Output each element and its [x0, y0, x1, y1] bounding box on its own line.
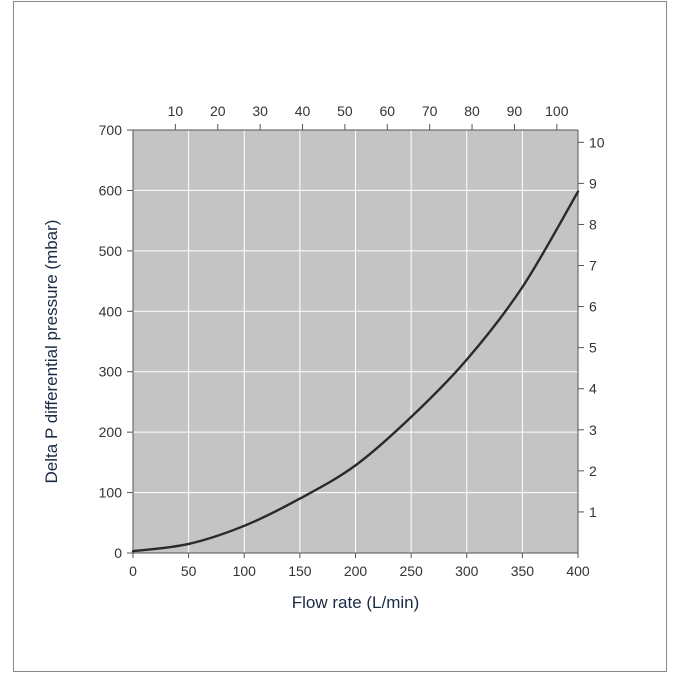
top-axis-tick-label: 70: [422, 103, 438, 119]
right-axis-tick-label: 2: [589, 463, 597, 479]
top-axis-tick-label: 90: [507, 103, 523, 119]
top-axis-tick-label: 80: [464, 103, 480, 119]
top-axis-tick-label: 50: [337, 103, 353, 119]
top-axis-tick-label: 60: [379, 103, 395, 119]
y-tick-label: 700: [99, 122, 123, 138]
x-tick-label: 250: [399, 563, 423, 579]
right-axis-tick-label: 3: [589, 422, 597, 438]
right-axis-tick-label: 10: [589, 134, 605, 150]
top-axis-tick-label: 40: [295, 103, 311, 119]
top-axis-tick-label: 20: [210, 103, 226, 119]
right-axis-tick-label: 9: [589, 175, 597, 191]
top-axis-tick-label: 30: [252, 103, 268, 119]
top-axis-tick-label: 10: [168, 103, 184, 119]
y-tick-label: 600: [99, 182, 123, 198]
y-tick-label: 100: [99, 485, 123, 501]
x-axis-title: Flow rate (L/min): [292, 593, 420, 612]
x-tick-label: 50: [181, 563, 197, 579]
x-tick-label: 200: [344, 563, 368, 579]
right-axis-tick-label: 7: [589, 258, 597, 274]
x-tick-label: 100: [233, 563, 257, 579]
right-axis-tick-label: 8: [589, 216, 597, 232]
x-tick-label: 300: [455, 563, 479, 579]
top-axis-tick-label: 100: [545, 103, 569, 119]
y-axis-title: Delta P differential pressure (mbar): [42, 220, 61, 484]
y-tick-label: 400: [99, 303, 123, 319]
right-axis-tick-label: 6: [589, 299, 597, 315]
y-tick-label: 500: [99, 243, 123, 259]
x-tick-label: 400: [566, 563, 590, 579]
right-axis-tick-label: 5: [589, 340, 597, 356]
x-tick-label: 0: [129, 563, 137, 579]
y-tick-label: 300: [99, 364, 123, 380]
series-line: [131, 190, 580, 553]
x-tick-label: 150: [288, 563, 312, 579]
y-tick-label: 200: [99, 424, 123, 440]
y-tick-label: 0: [114, 545, 122, 561]
right-axis-tick-label: 4: [589, 381, 597, 397]
right-axis-tick-label: 1: [589, 504, 597, 520]
x-tick-label: 350: [511, 563, 535, 579]
